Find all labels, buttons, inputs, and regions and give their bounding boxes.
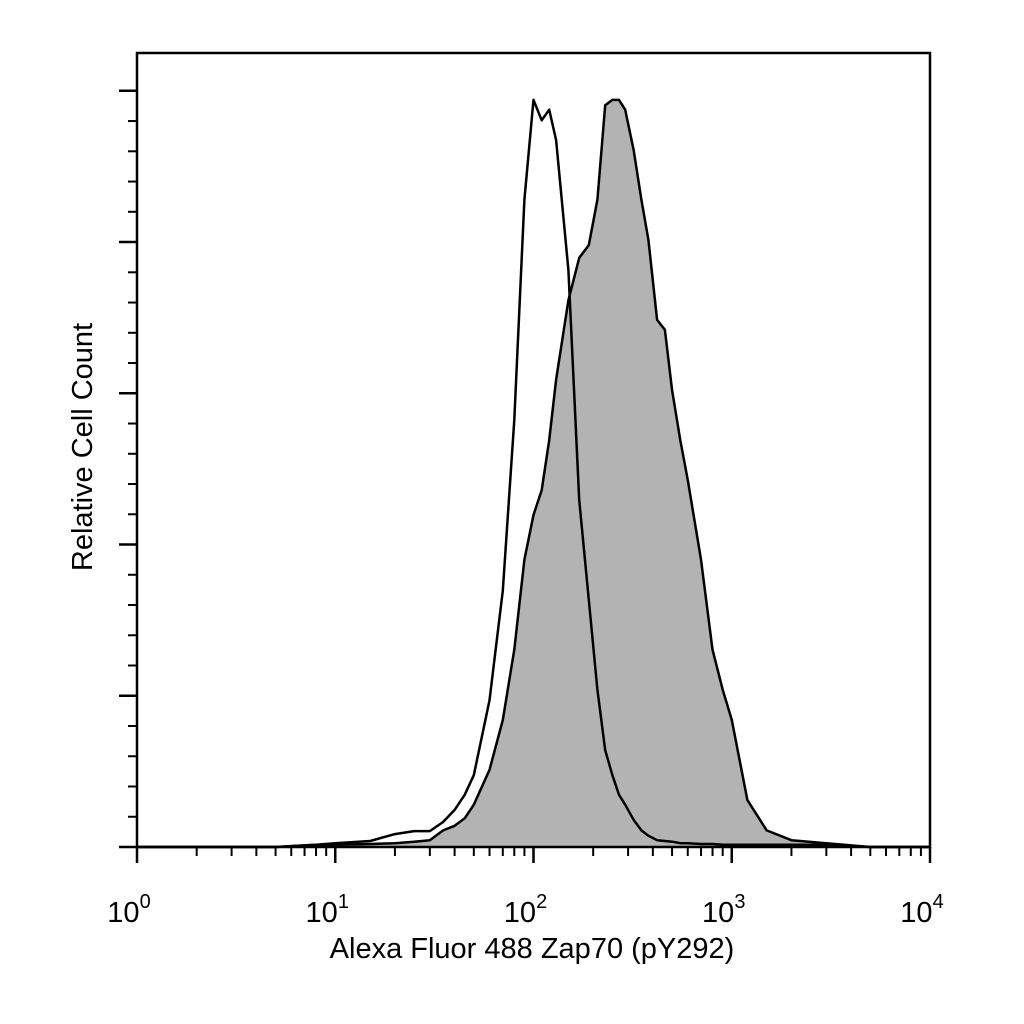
x-tick-base: 10 <box>504 897 536 929</box>
x-tick-label: 103 <box>702 891 745 929</box>
histogram-area <box>137 99 930 847</box>
x-tick-exponent: 1 <box>338 891 349 913</box>
x-tick-exponent: 0 <box>140 891 151 913</box>
x-tick-exponent: 3 <box>734 891 745 913</box>
x-tick-label: 101 <box>306 891 349 929</box>
x-tick-base: 10 <box>107 897 139 929</box>
x-axis-title: Alexa Fluor 488 Zap70 (pY292) <box>330 933 735 965</box>
histogram-line <box>137 98 930 849</box>
y-axis-title: Relative Cell Count <box>67 323 99 571</box>
x-tick-label: 104 <box>900 891 943 929</box>
x-tick-exponent: 2 <box>536 891 547 913</box>
x-tick-exponent: 4 <box>933 891 944 913</box>
x-tick-base: 10 <box>900 897 932 929</box>
x-tick-base: 10 <box>306 897 338 929</box>
x-tick-base: 10 <box>702 897 734 929</box>
histogram-line <box>137 98 930 849</box>
x-tick-label: 100 <box>107 891 150 929</box>
x-tick-label: 102 <box>504 891 547 929</box>
